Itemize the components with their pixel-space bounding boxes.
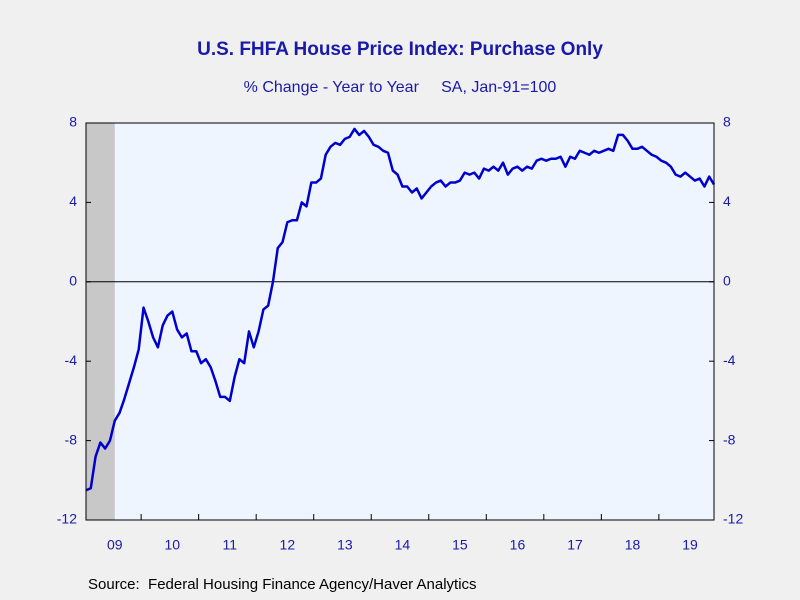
x-tick-label: 09	[107, 537, 123, 553]
x-tick-label: 11	[223, 537, 238, 553]
y-tick-label: -4	[65, 352, 78, 368]
x-tick-label: 14	[395, 537, 411, 553]
y2-tick-label: 0	[723, 273, 731, 289]
y-tick-label: -8	[65, 431, 78, 447]
x-tick-label: 16	[510, 537, 526, 553]
y2-tick-label: -12	[723, 511, 743, 527]
y-tick-label: -12	[57, 511, 77, 527]
y2-tick-label: -4	[723, 352, 736, 368]
source-note: Source: Federal Housing Finance Agency/H…	[88, 576, 477, 593]
y-tick-label: 0	[69, 273, 77, 289]
y2-tick-label: -8	[723, 431, 736, 447]
chart-subtitle: % Change - Year to Year SA, Jan-91=100	[244, 79, 557, 96]
x-tick-label: 19	[682, 537, 698, 553]
x-tick-label: 17	[567, 537, 583, 553]
x-tick-label: 10	[165, 537, 181, 553]
x-tick-label: 12	[280, 537, 296, 553]
chart-title: U.S. FHFA House Price Index: Purchase On…	[197, 39, 603, 60]
y2-tick-label: 8	[723, 114, 731, 130]
plot-area	[86, 123, 714, 520]
x-tick-label: 15	[452, 537, 468, 553]
y-tick-label: 4	[69, 193, 77, 209]
x-tick-label: 13	[337, 537, 353, 553]
plot-frame	[85, 122, 715, 521]
x-tick-label: 18	[625, 537, 641, 553]
data-line	[85, 127, 716, 492]
y2-tick-label: 4	[723, 193, 731, 209]
y-tick-label: 8	[69, 114, 77, 130]
recession-shade	[86, 123, 115, 520]
